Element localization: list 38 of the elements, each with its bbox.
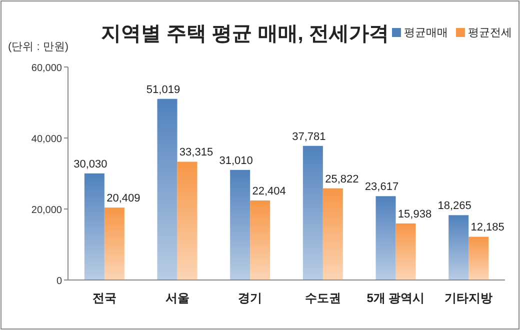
data-label: 25,822	[325, 173, 359, 186]
data-label: 12,185	[470, 222, 504, 234]
y-tick-label: 0	[56, 276, 62, 287]
data-label: 51,019	[146, 84, 180, 96]
y-tick-label: 40,000	[31, 134, 62, 145]
data-label: 31,010	[219, 154, 253, 167]
bar	[250, 200, 270, 280]
data-label: 37,781	[292, 130, 326, 143]
y-tick-label: 60,000	[31, 63, 62, 74]
legend-label: 평균전세	[468, 27, 512, 39]
bar	[396, 223, 416, 280]
data-label: 22,404	[252, 185, 286, 198]
data-label: 20,409	[106, 192, 140, 205]
bar	[468, 236, 489, 280]
bar	[230, 170, 250, 280]
bar	[376, 196, 396, 280]
bar	[322, 188, 343, 280]
x-tick-label: 기타지방	[444, 291, 493, 305]
y-tick-label: 20,000	[31, 205, 62, 216]
data-label: 33,315	[179, 146, 214, 159]
data-label: 30,030	[74, 158, 108, 170]
bar	[177, 162, 198, 280]
x-tick-label: 수도권	[304, 291, 341, 305]
x-tick-label: 5개 광역시	[366, 291, 425, 305]
data-label: 15,938	[398, 208, 432, 220]
x-tick-label: 경기	[238, 291, 262, 305]
data-label: 18,265	[438, 200, 472, 212]
bar	[448, 215, 469, 280]
chart-title: 지역별 주택 평균 매매, 전세가격	[101, 23, 389, 45]
legend-label: 평균매매	[404, 27, 448, 39]
data-label: 23,617	[364, 181, 399, 194]
x-tick-label: 서울	[165, 291, 190, 305]
bar	[157, 98, 178, 280]
x-tick-label: 전국	[92, 291, 116, 305]
bar	[104, 208, 124, 280]
bar	[84, 173, 104, 280]
text: (단위 : 만원)	[8, 41, 68, 53]
bar	[302, 146, 323, 280]
